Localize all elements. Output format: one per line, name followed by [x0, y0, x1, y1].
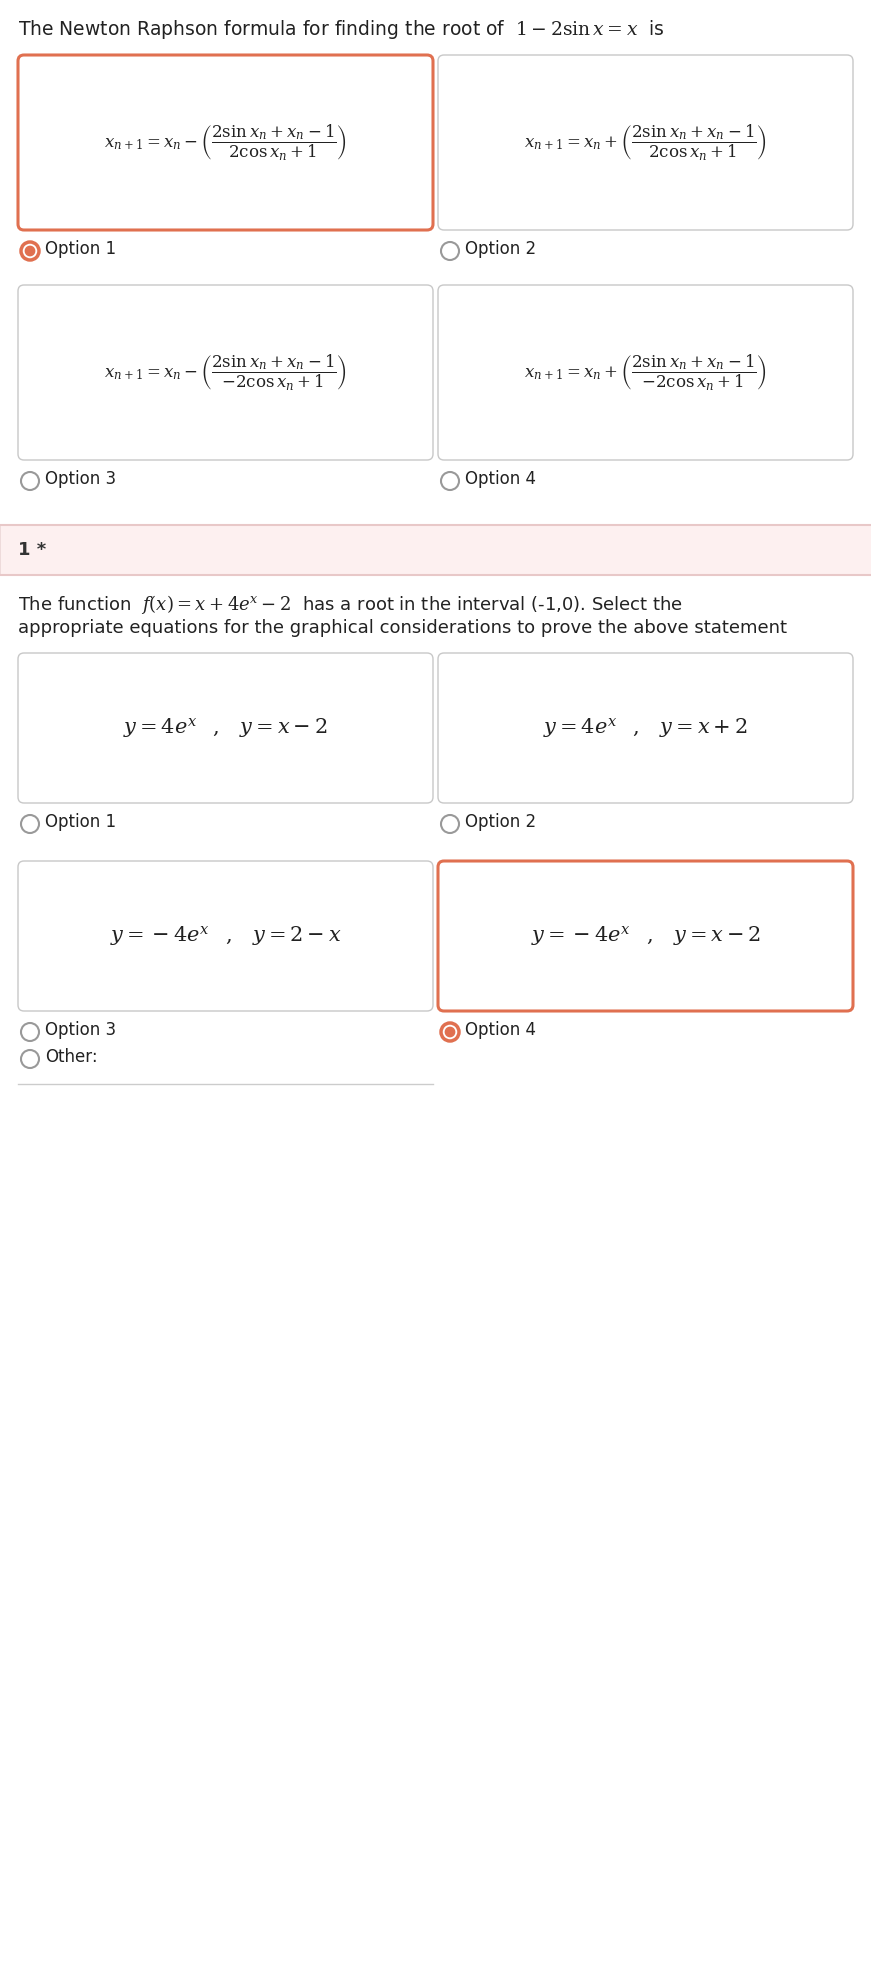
Text: 1 *: 1 *	[18, 541, 46, 559]
Text: Option 2: Option 2	[465, 239, 537, 259]
Text: Option 3: Option 3	[45, 1022, 116, 1039]
FancyBboxPatch shape	[18, 653, 433, 802]
Text: $y = 4e^x \;\;\; , \;\;\; y = x+2$: $y = 4e^x \;\;\; , \;\;\; y = x+2$	[544, 716, 748, 739]
FancyBboxPatch shape	[438, 861, 853, 1012]
Text: $y = 4e^x \;\;\; , \;\;\; y = x-2$: $y = 4e^x \;\;\; , \;\;\; y = x-2$	[123, 716, 327, 739]
Text: $y = -4e^x \;\;\; , \;\;\; y = x-2$: $y = -4e^x \;\;\; , \;\;\; y = x-2$	[530, 924, 760, 947]
FancyBboxPatch shape	[438, 653, 853, 802]
Text: Option 1: Option 1	[45, 239, 116, 259]
FancyBboxPatch shape	[0, 526, 871, 575]
Text: $x_{n+1} = x_n - \left(\dfrac{2\sin x_n + x_n - 1}{2\cos x_n + 1}\right)$: $x_{n+1} = x_n - \left(\dfrac{2\sin x_n …	[104, 122, 347, 163]
Text: $y = -4e^x \;\;\; , \;\;\; y = 2-x$: $y = -4e^x \;\;\; , \;\;\; y = 2-x$	[110, 924, 341, 947]
Text: $x_{n+1} = x_n + \left(\dfrac{2\sin x_n + x_n - 1}{-2\cos x_n + 1}\right)$: $x_{n+1} = x_n + \left(\dfrac{2\sin x_n …	[524, 353, 767, 392]
Circle shape	[445, 1028, 455, 1037]
Text: Option 4: Option 4	[465, 1022, 536, 1039]
Text: Option 3: Option 3	[45, 471, 116, 488]
FancyBboxPatch shape	[18, 861, 433, 1012]
Text: The function  $f(x) = x + 4e^x - 2$  has a root in the interval (-1,0). Select t: The function $f(x) = x + 4e^x - 2$ has a…	[18, 592, 683, 616]
FancyBboxPatch shape	[18, 284, 433, 461]
Text: The Newton Raphson formula for finding the root of  $1-2\sin x = x$  is: The Newton Raphson formula for finding t…	[18, 18, 665, 41]
Text: Other:: Other:	[45, 1047, 98, 1067]
Text: Option 2: Option 2	[465, 814, 537, 831]
FancyBboxPatch shape	[438, 284, 853, 461]
Text: $x_{n+1} = x_n + \left(\dfrac{2\sin x_n + x_n - 1}{2\cos x_n + 1}\right)$: $x_{n+1} = x_n + \left(\dfrac{2\sin x_n …	[524, 122, 767, 163]
FancyBboxPatch shape	[18, 55, 433, 229]
Text: Option 1: Option 1	[45, 814, 116, 831]
Circle shape	[25, 247, 35, 255]
FancyBboxPatch shape	[438, 55, 853, 229]
Text: $x_{n+1} = x_n - \left(\dfrac{2\sin x_n + x_n - 1}{-2\cos x_n + 1}\right)$: $x_{n+1} = x_n - \left(\dfrac{2\sin x_n …	[104, 353, 347, 392]
Text: Option 4: Option 4	[465, 471, 536, 488]
Text: appropriate equations for the graphical considerations to prove the above statem: appropriate equations for the graphical …	[18, 620, 787, 637]
